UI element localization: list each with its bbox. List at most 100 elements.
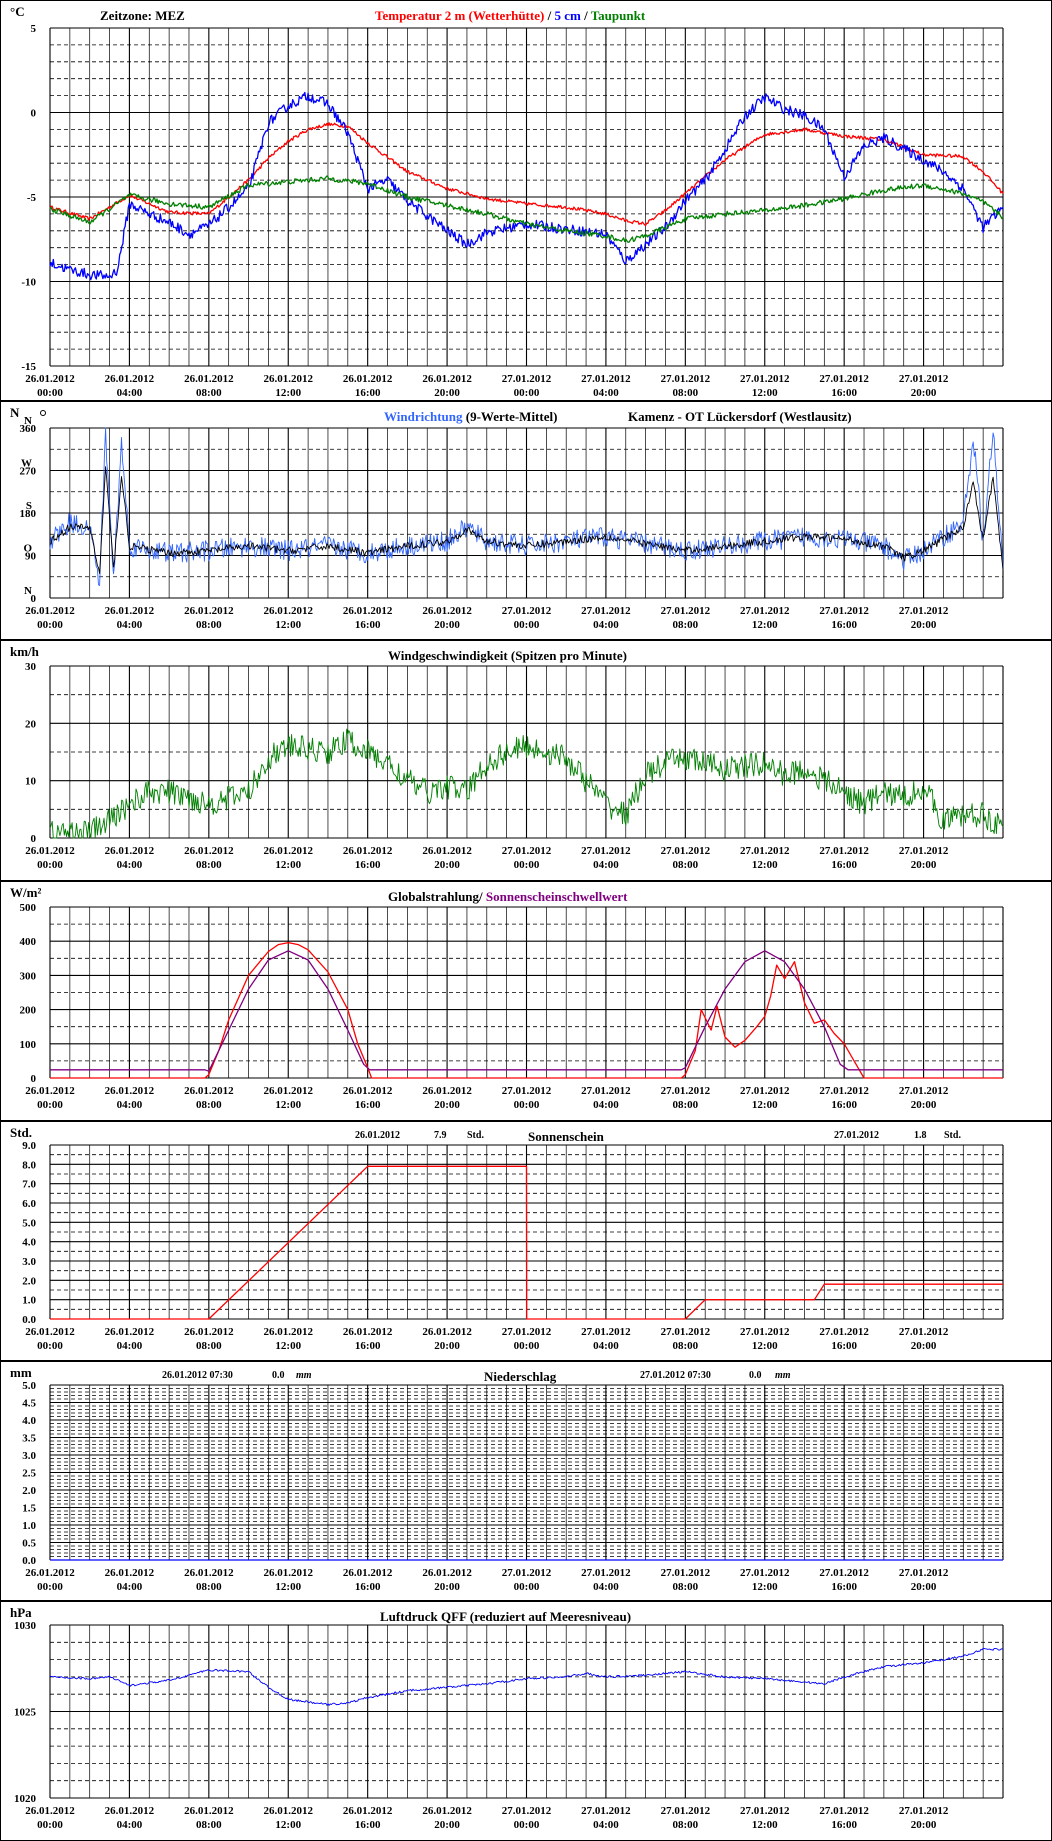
x-tick-time: 08:00 xyxy=(672,387,698,399)
x-tick-time: 04:00 xyxy=(593,1340,619,1352)
y-tick-label: -5 xyxy=(27,192,37,204)
x-tick-time: 20:00 xyxy=(434,1340,460,1352)
x-tick-time: 16:00 xyxy=(831,1581,857,1593)
y-tick-label: 30 xyxy=(25,661,37,673)
chart-temperature: 5 0 -5 -10 -15 °C Zeitzone: MEZ Temperatur 2 m … xyxy=(0,0,1052,401)
x-tick-date: 27.01.2012 xyxy=(819,845,869,857)
x-tick-date: 27.01.2012 xyxy=(502,605,552,617)
x-tick-time: 20:00 xyxy=(911,387,937,399)
x-tick-date: 26.01.2012 xyxy=(184,373,234,385)
x-tick-date: 27.01.2012 xyxy=(819,1567,869,1579)
series-line xyxy=(49,427,1004,586)
annotation-date: 27.01.2012 xyxy=(834,1130,879,1141)
x-tick-time: 04:00 xyxy=(117,859,143,871)
title-part: Sonnenschein xyxy=(528,1129,605,1144)
x-tick-date: 27.01.2012 xyxy=(819,373,869,385)
series-line xyxy=(50,950,1003,1072)
chart-precipitation: 5.0 4.5 4.0 3.5 3.0 2.5 2.0 1.5 1.0 0.5 0.0 mm Niede… xyxy=(0,1361,1052,1601)
y-tick-label: 1020 xyxy=(14,1793,37,1805)
x-tick-time: 08:00 xyxy=(672,1819,698,1831)
unit-label: hPa xyxy=(10,1605,32,1620)
unit-label: W/m² xyxy=(10,885,41,900)
y-tick-label: 7.0 xyxy=(22,1179,36,1191)
chart-title: Windrichtung (9-Werte-Mittel) xyxy=(384,409,557,424)
x-tick-date: 26.01.2012 xyxy=(343,1567,393,1579)
x-tick-time: 20:00 xyxy=(911,1581,937,1593)
annotation-unit: Std. xyxy=(467,1130,484,1141)
x-tick-time: 08:00 xyxy=(672,619,698,631)
x-tick-time: 16:00 xyxy=(831,859,857,871)
title-part: 5 cm xyxy=(554,8,581,23)
x-tick-time: 16:00 xyxy=(355,1819,381,1831)
x-tick-time: 04:00 xyxy=(117,1340,143,1352)
x-tick-time: 00:00 xyxy=(37,619,63,631)
y-tick-label: 1025 xyxy=(14,1707,37,1719)
x-tick-date: 26.01.2012 xyxy=(343,845,393,857)
annotation-unit: mm xyxy=(775,1370,791,1381)
x-tick-time: 20:00 xyxy=(911,1099,937,1111)
x-tick-time: 20:00 xyxy=(434,1581,460,1593)
x-tick-date: 26.01.2012 xyxy=(25,1805,75,1817)
x-tick-date: 26.01.2012 xyxy=(264,1567,314,1579)
x-tick-time: 00:00 xyxy=(514,387,540,399)
x-tick-date: 27.01.2012 xyxy=(502,845,552,857)
x-tick-time: 00:00 xyxy=(514,1581,540,1593)
x-tick-time: 20:00 xyxy=(434,859,460,871)
x-tick-time: 20:00 xyxy=(911,1819,937,1831)
y-tick-label: -10 xyxy=(21,277,36,289)
x-tick-date: 27.01.2012 xyxy=(740,1085,790,1097)
y-tick-label: 5 xyxy=(31,23,37,35)
title-part: Niederschlag xyxy=(484,1369,557,1384)
x-tick-date: 26.01.2012 xyxy=(184,1567,234,1579)
x-tick-date: 26.01.2012 xyxy=(184,1326,234,1338)
y-letter-label: W xyxy=(21,458,32,470)
x-tick-date: 27.01.2012 xyxy=(899,605,949,617)
x-tick-date: 27.01.2012 xyxy=(899,373,949,385)
y-tick-label: 9.0 xyxy=(22,1140,36,1152)
annotation-date: 26.01.2012 xyxy=(355,1130,400,1141)
x-tick-time: 00:00 xyxy=(514,619,540,631)
annotation-value: 0.0 xyxy=(272,1370,285,1381)
x-tick-time: 16:00 xyxy=(355,387,381,399)
x-tick-time: 00:00 xyxy=(514,1819,540,1831)
x-tick-date: 27.01.2012 xyxy=(661,845,711,857)
x-tick-date: 27.01.2012 xyxy=(581,1567,631,1579)
y-tick-label: 5.0 xyxy=(22,1217,36,1229)
x-tick-date: 27.01.2012 xyxy=(819,1805,869,1817)
x-tick-time: 04:00 xyxy=(593,859,619,871)
x-tick-date: 27.01.2012 xyxy=(581,1326,631,1338)
x-tick-time: 12:00 xyxy=(752,1099,778,1111)
annotation-value: 1.8 xyxy=(914,1130,927,1141)
y-tick-label: 0.0 xyxy=(22,1314,36,1326)
title-part: (9-Werte-Mittel) xyxy=(463,409,558,424)
x-tick-date: 26.01.2012 xyxy=(25,373,75,385)
x-tick-time: 04:00 xyxy=(593,1099,619,1111)
x-tick-date: 26.01.2012 xyxy=(105,1085,155,1097)
annotation-date: 27.01.2012 07:30 xyxy=(640,1370,711,1381)
y-tick-label: 0 xyxy=(31,833,37,845)
x-tick-time: 04:00 xyxy=(593,1819,619,1831)
x-tick-date: 26.01.2012 xyxy=(25,1085,75,1097)
y-tick-label: 5.0 xyxy=(22,1380,36,1392)
x-tick-date: 26.01.2012 xyxy=(105,1805,155,1817)
y-tick-label: 2.0 xyxy=(22,1485,36,1497)
x-tick-time: 16:00 xyxy=(355,1099,381,1111)
x-tick-date: 27.01.2012 xyxy=(661,1326,711,1338)
chart-global_radiation: 500 400 300 200 100 0 W/m² Globalstrahlung/ Son… xyxy=(0,881,1052,1121)
x-tick-time: 16:00 xyxy=(831,1340,857,1352)
x-tick-date: 26.01.2012 xyxy=(184,845,234,857)
x-tick-time: 12:00 xyxy=(752,387,778,399)
x-tick-time: 08:00 xyxy=(196,619,222,631)
chart-title: Temperatur 2 m (Wetterhütte) / 5 cm / Ta… xyxy=(375,8,646,23)
y-tick-label: 10 xyxy=(25,776,37,788)
x-tick-date: 27.01.2012 xyxy=(899,1085,949,1097)
x-tick-date: 27.01.2012 xyxy=(819,1326,869,1338)
x-tick-date: 26.01.2012 xyxy=(343,373,393,385)
unit-label: N xyxy=(10,405,20,420)
x-tick-date: 27.01.2012 xyxy=(740,373,790,385)
series-line xyxy=(50,941,1003,1079)
x-tick-time: 20:00 xyxy=(911,859,937,871)
x-tick-date: 26.01.2012 xyxy=(25,1326,75,1338)
x-tick-date: 27.01.2012 xyxy=(502,1567,552,1579)
